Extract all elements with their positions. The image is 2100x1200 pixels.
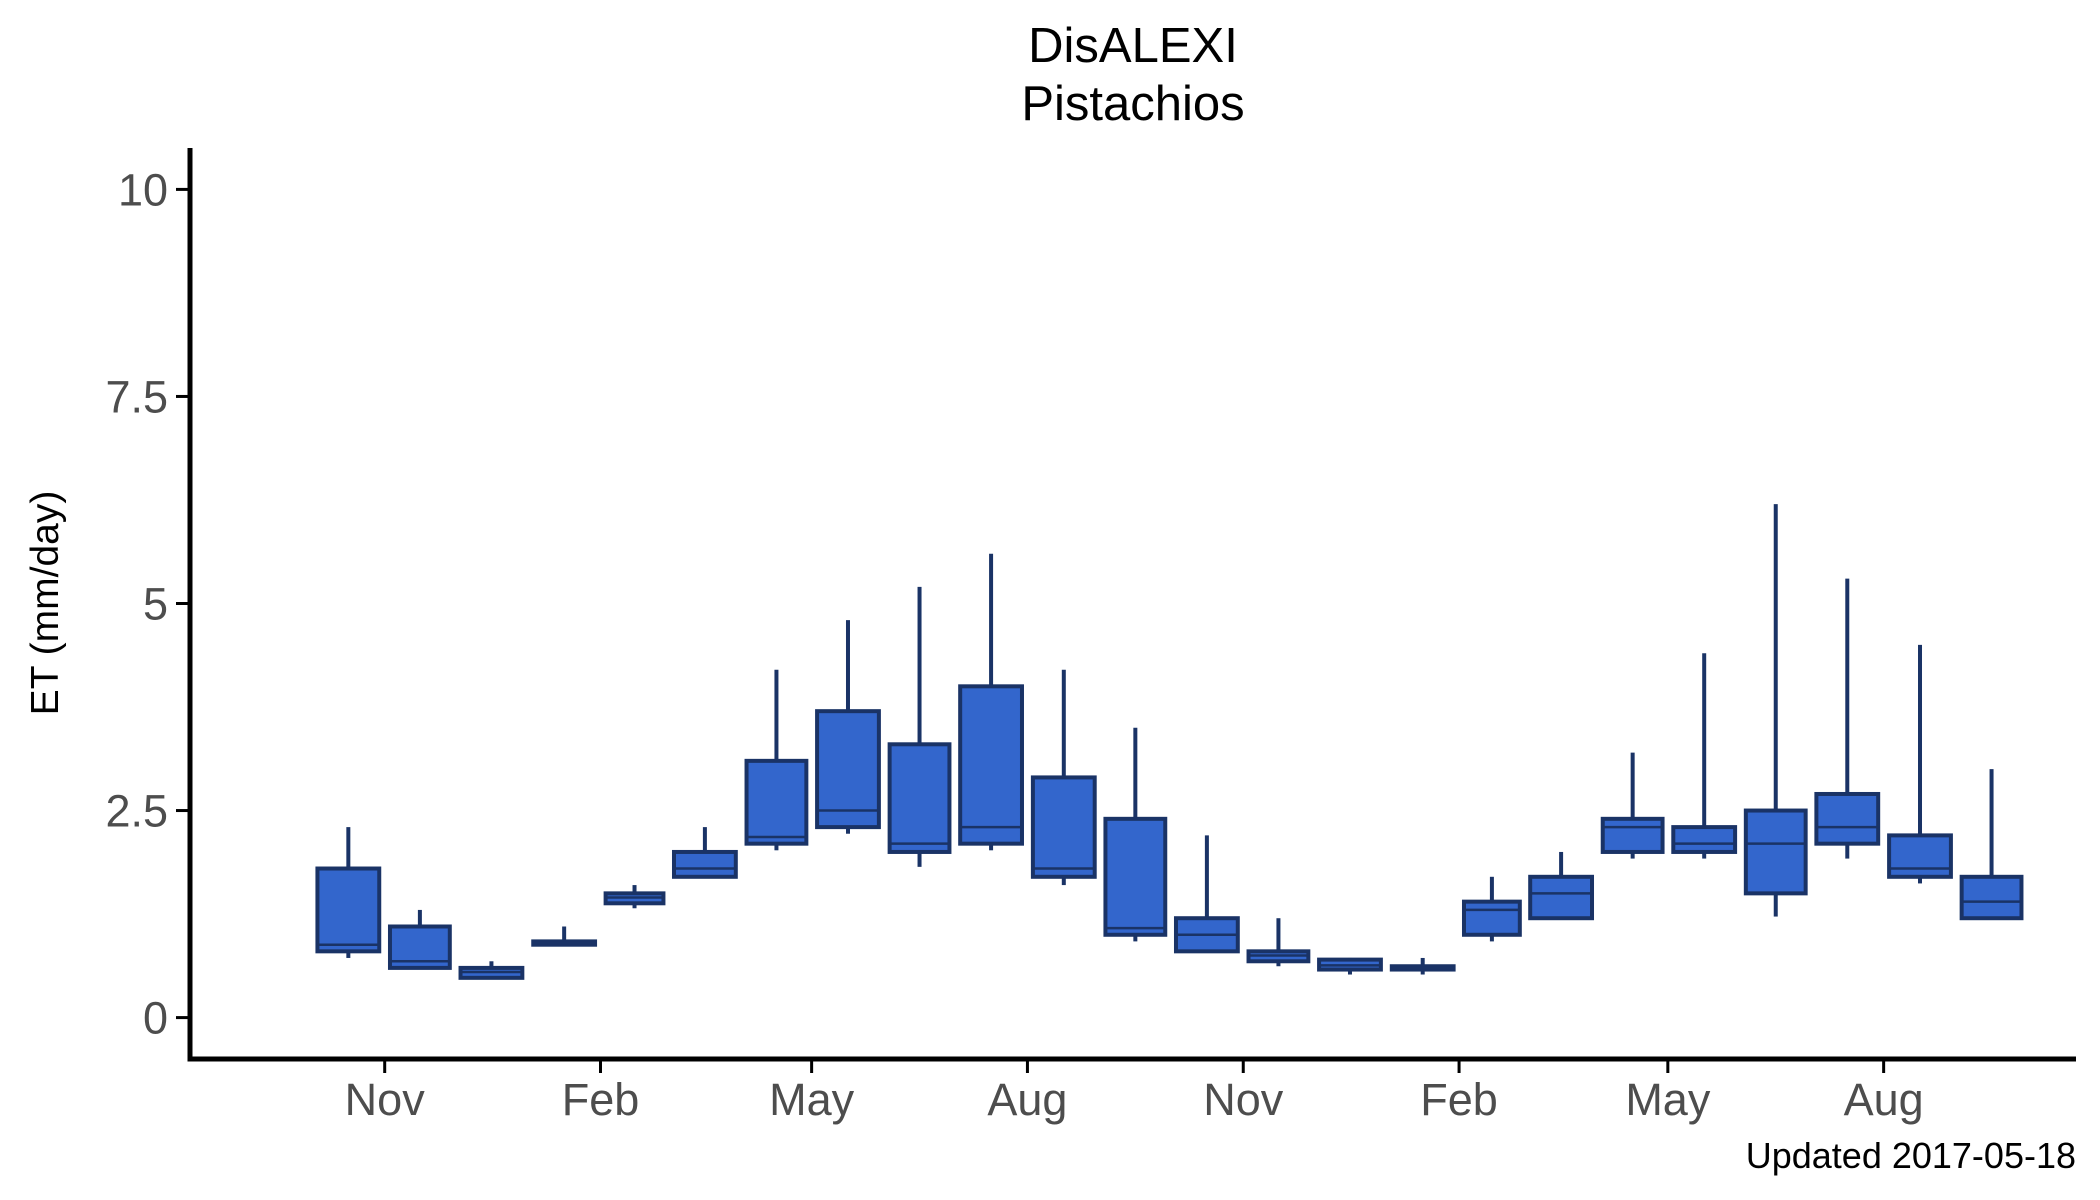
chart-caption: Updated 2017-05-18 xyxy=(1746,1135,2076,1176)
iqr-box xyxy=(1814,791,1881,846)
chart-subtitle: Pistachios xyxy=(1021,77,1244,131)
iqr-box xyxy=(1103,816,1168,937)
x-tick-label: Aug xyxy=(1844,1074,1924,1125)
iqr-box xyxy=(887,742,952,854)
iqr-box xyxy=(1887,833,1953,879)
box-2017-01 xyxy=(1389,957,1456,975)
x-tick-label: May xyxy=(1625,1074,1711,1125)
box-2016-12 xyxy=(1317,957,1383,975)
iqr-box xyxy=(958,684,1024,846)
y-tick-label: 0 xyxy=(143,993,168,1044)
box-2016-01 xyxy=(531,926,598,947)
x-tick-label: Feb xyxy=(562,1074,640,1125)
box-2017-06 xyxy=(1743,504,1808,917)
iqr-box xyxy=(1671,825,1738,854)
y-axis-ticks: 0 2.5 5 7.5 10 xyxy=(105,164,190,1044)
x-tick-label: Nov xyxy=(1203,1074,1284,1125)
y-axis-title: ET (mm/day) xyxy=(24,491,67,716)
iqr-box xyxy=(815,709,881,830)
box-2016-09 xyxy=(1103,727,1168,942)
box-2017-07 xyxy=(1814,578,1881,859)
iqr-box xyxy=(1461,899,1522,937)
box-2017-02 xyxy=(1461,876,1522,942)
box-2016-05 xyxy=(815,620,881,834)
iqr-box xyxy=(315,866,382,954)
box-2017-08 xyxy=(1887,644,1953,884)
box-2017-05 xyxy=(1671,653,1738,859)
box-2016-10 xyxy=(1173,835,1240,954)
chart-title: DisALEXI xyxy=(1028,19,1238,73)
box-2016-08 xyxy=(1030,669,1097,886)
box-2016-04 xyxy=(744,669,809,851)
x-tick-label: Nov xyxy=(345,1074,426,1125)
box-2016-07 xyxy=(958,553,1024,851)
x-tick-label: May xyxy=(769,1074,855,1125)
x-tick-label: Feb xyxy=(1420,1074,1498,1125)
iqr-box xyxy=(1528,874,1595,921)
box-2017-04 xyxy=(1600,752,1665,859)
iqr-box xyxy=(671,849,738,879)
iqr-box xyxy=(1959,874,2024,921)
iqr-box xyxy=(1030,775,1097,879)
y-tick-label: 10 xyxy=(118,164,168,215)
y-tick-label: 7.5 xyxy=(105,371,168,422)
y-tick-label: 5 xyxy=(143,579,168,630)
iqr-box xyxy=(744,758,809,846)
box-2015-10 xyxy=(315,827,382,958)
x-tick-label: Aug xyxy=(987,1074,1067,1125)
iqr-box xyxy=(1600,816,1665,854)
box-2016-06 xyxy=(887,586,952,867)
box-2017-03 xyxy=(1528,851,1595,921)
y-tick-label: 2.5 xyxy=(105,786,168,837)
box-2015-11 xyxy=(387,909,452,970)
box-2017-09 xyxy=(1959,769,2024,921)
box-2016-02 xyxy=(603,885,666,909)
box-series xyxy=(315,504,2024,980)
box-2016-03 xyxy=(671,827,738,879)
iqr-box xyxy=(1743,808,1808,896)
box-2015-12 xyxy=(458,961,525,980)
box-2016-11 xyxy=(1246,918,1311,967)
x-axis-ticks: Nov Feb May Aug Nov Feb May Aug xyxy=(345,1059,1924,1125)
